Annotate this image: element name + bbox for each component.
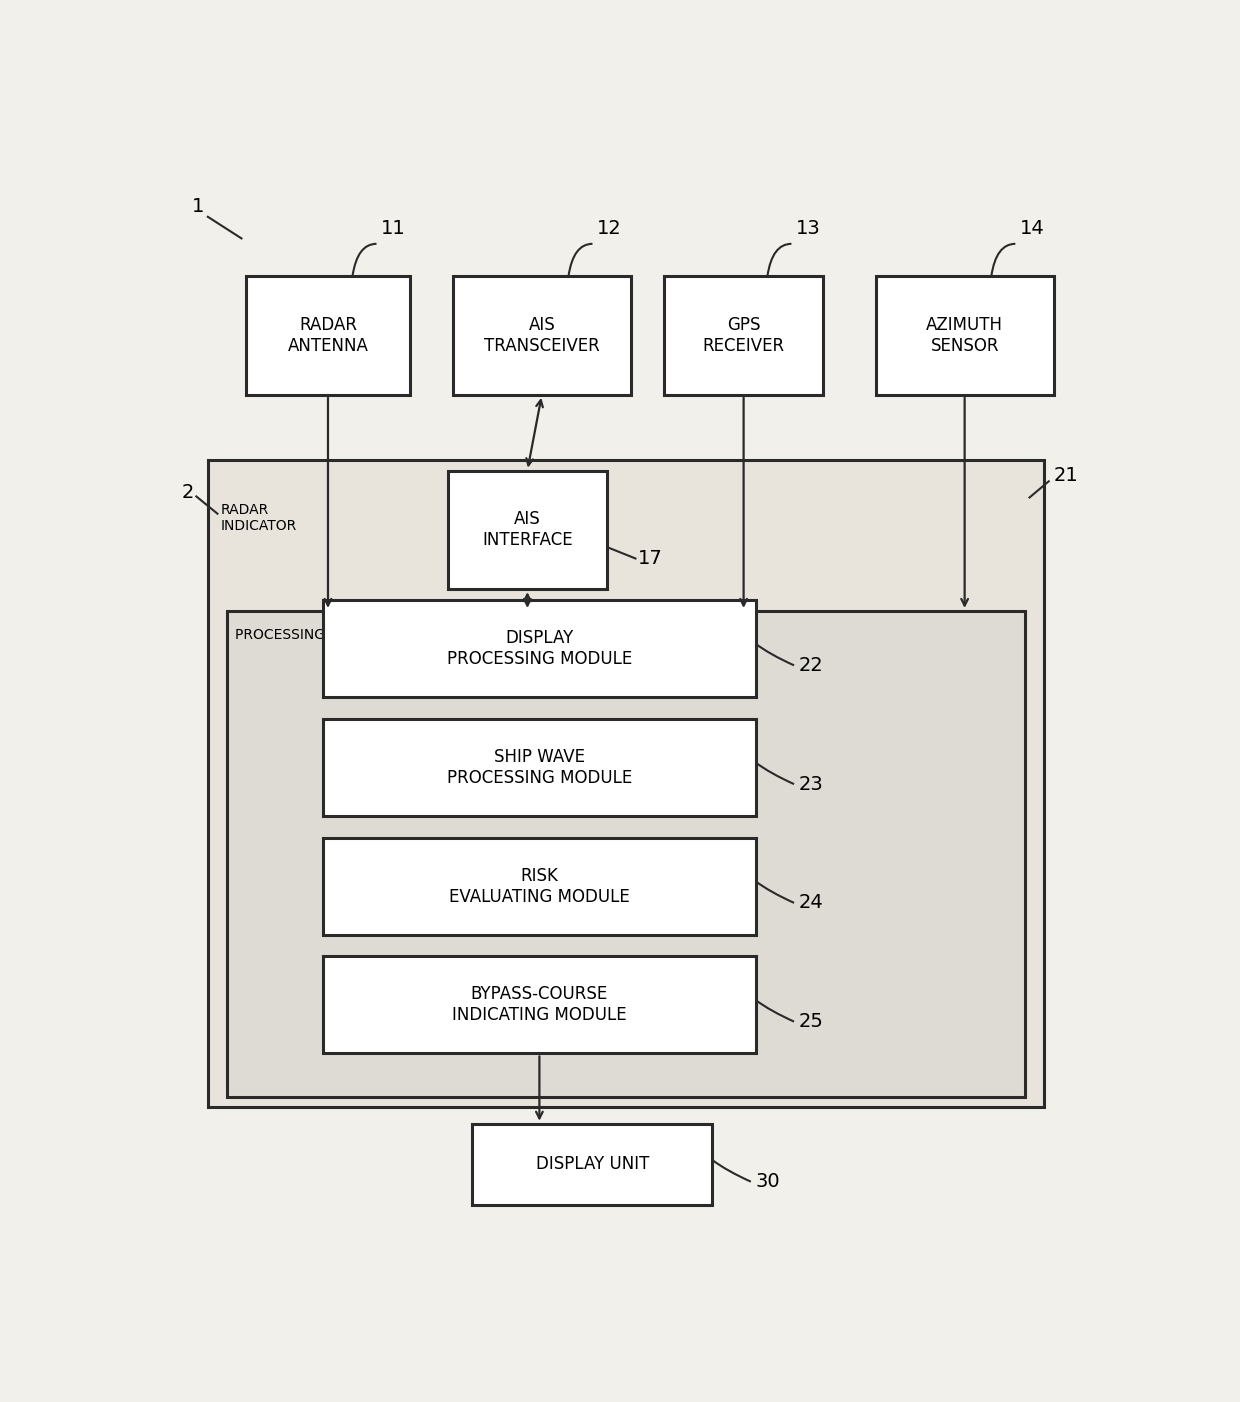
Text: 12: 12: [598, 219, 622, 238]
Text: DISPLAY UNIT: DISPLAY UNIT: [536, 1155, 649, 1173]
Text: 24: 24: [799, 893, 823, 913]
Text: 2: 2: [182, 482, 195, 502]
Bar: [665, 276, 823, 395]
Bar: [324, 719, 755, 816]
Bar: [453, 276, 631, 395]
Bar: [227, 611, 1024, 1096]
Text: RISK
EVALUATING MODULE: RISK EVALUATING MODULE: [449, 866, 630, 906]
Bar: [324, 956, 755, 1053]
Text: 21: 21: [1054, 467, 1079, 485]
Text: 11: 11: [382, 219, 405, 238]
Text: 25: 25: [799, 1012, 823, 1030]
Text: 23: 23: [799, 775, 823, 794]
Text: 1: 1: [191, 196, 203, 216]
Text: PROCESSING CIRCUITRY OF A CONTROLLER: PROCESSING CIRCUITRY OF A CONTROLLER: [234, 628, 537, 642]
Bar: [448, 471, 606, 589]
Bar: [875, 276, 1054, 395]
Text: DISPLAY
PROCESSING MODULE: DISPLAY PROCESSING MODULE: [446, 629, 632, 667]
Text: 17: 17: [637, 550, 662, 568]
Bar: [472, 1123, 713, 1204]
Bar: [324, 837, 755, 935]
Text: RADAR
ANTENNA: RADAR ANTENNA: [288, 317, 368, 355]
Text: AIS
INTERFACE: AIS INTERFACE: [482, 510, 573, 550]
Text: 30: 30: [755, 1172, 780, 1192]
Text: 13: 13: [796, 219, 821, 238]
Text: 14: 14: [1021, 219, 1045, 238]
Bar: [324, 600, 755, 697]
Bar: [247, 276, 409, 395]
Text: SHIP WAVE
PROCESSING MODULE: SHIP WAVE PROCESSING MODULE: [446, 749, 632, 787]
Text: 22: 22: [799, 656, 823, 674]
Text: GPS
RECEIVER: GPS RECEIVER: [703, 317, 785, 355]
Text: AIS
TRANSCEIVER: AIS TRANSCEIVER: [484, 317, 600, 355]
Text: RADAR
INDICATOR: RADAR INDICATOR: [221, 503, 296, 533]
Text: AZIMUTH
SENSOR: AZIMUTH SENSOR: [926, 317, 1003, 355]
Text: BYPASS-COURSE
INDICATING MODULE: BYPASS-COURSE INDICATING MODULE: [453, 986, 626, 1025]
Bar: [208, 460, 1044, 1108]
